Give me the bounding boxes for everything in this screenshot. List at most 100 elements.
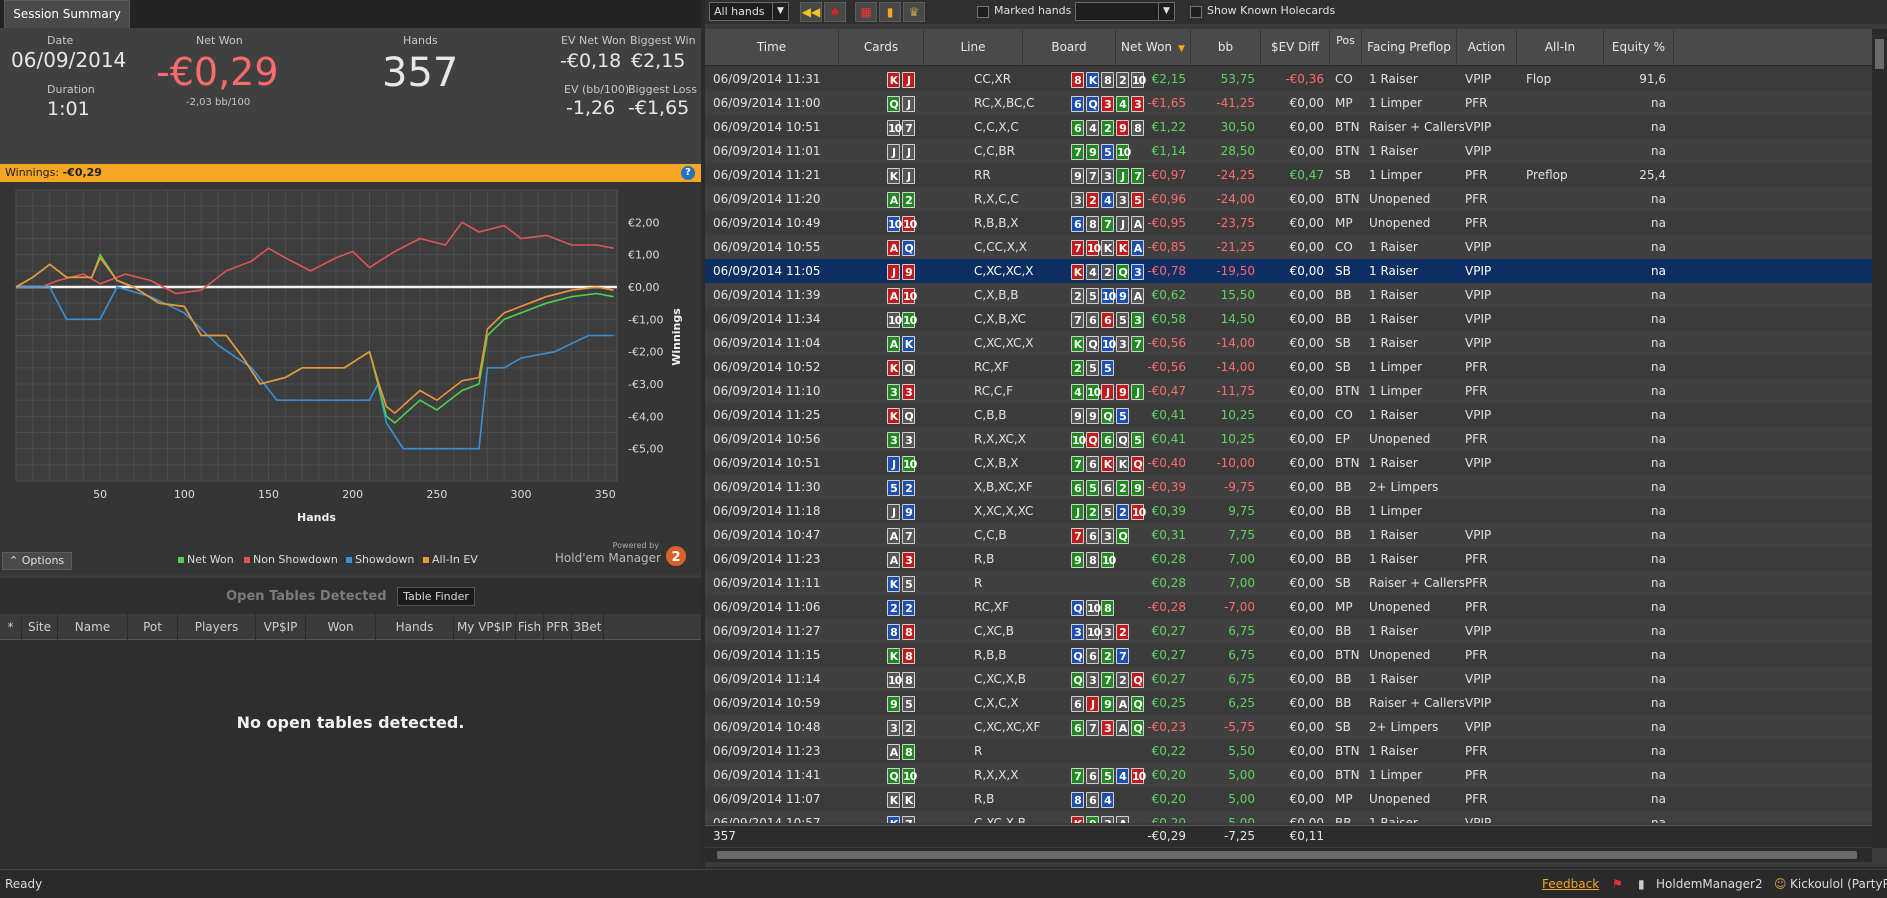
table-row[interactable]: 06/09/2014 10:51 C,C,X,C €1,22 30,50 €0,00 BT… <box>705 115 1872 139</box>
col-bb[interactable]: bb <box>1191 29 1261 66</box>
help-icon[interactable]: ? <box>681 166 695 180</box>
playing-card: J <box>1101 383 1114 400</box>
cell-net: €0,20 <box>1151 768 1186 782</box>
table-row[interactable]: 06/09/2014 11:05 C,XC,XC,X -€0,78 -19,50 €0,… <box>705 259 1872 283</box>
ot-col-players[interactable]: Players <box>178 614 256 640</box>
col-cards[interactable]: Cards <box>839 29 924 66</box>
scroll-thumb[interactable] <box>717 851 1857 859</box>
table-row[interactable]: 06/09/2014 11:27 C,XC,B €0,27 6,75 €0,00 BB 1 … <box>705 619 1872 643</box>
table-row[interactable]: 06/09/2014 10:47 C,C,B €0,31 7,75 €0,00 BB 1 R… <box>705 523 1872 547</box>
playing-card: Q <box>902 407 915 424</box>
ot-col-3bet[interactable]: 3Bet <box>572 614 604 640</box>
col-facing-preflop[interactable]: Facing Preflop <box>1362 29 1457 66</box>
hand-filter-select[interactable]: All hands ▼ <box>709 2 789 21</box>
table-row[interactable]: 06/09/2014 11:10 RC,C,F -€0,47 -11,75 €0,00 B… <box>705 379 1872 403</box>
playing-card: 2 <box>1116 503 1129 520</box>
winnings-chart: 50 100 150 200 250 300 350 €2,00 €1,00 €0,00 -€1,0… <box>0 182 701 574</box>
cell-bb: 14,50 <box>1220 312 1255 326</box>
legend-entry: Net Won <box>187 553 234 566</box>
table-row[interactable]: 06/09/2014 10:55 C,CC,X,X -€0,85 -21,25 €0,0… <box>705 235 1872 259</box>
vertical-scrollbar[interactable] <box>1872 29 1887 848</box>
cell-action: PFR <box>1465 360 1488 374</box>
marked-hands-checkbox[interactable] <box>977 6 989 18</box>
col-netwon[interactable]: Net Won ▼ <box>1116 29 1191 66</box>
table-row[interactable]: 06/09/2014 10:57 C,XC,X,B €0,20 5,00 €0,00 BB… <box>705 811 1872 823</box>
table-row[interactable]: 06/09/2014 11:00 RC,X,BC,C -€1,65 -41,25 €0,… <box>705 91 1872 115</box>
table-row[interactable]: 06/09/2014 11:23 R,B €0,28 7,00 €0,00 BB 1 Rai… <box>705 547 1872 571</box>
playing-card: 3 <box>902 431 915 448</box>
table-row[interactable]: 06/09/2014 11:30 X,B,XC,XF -€0,39 -9,75 €0,0… <box>705 475 1872 499</box>
table-row[interactable]: 06/09/2014 11:04 C,XC,XC,X -€0,56 -14,00 €0,… <box>705 331 1872 355</box>
ot-col-won[interactable]: Won <box>306 614 376 640</box>
table-row[interactable]: 06/09/2014 10:52 RC,XF -€0,56 -14,00 €0,00 SB… <box>705 355 1872 379</box>
cell-allin <box>1526 715 1602 739</box>
playing-card: 10 <box>902 215 917 232</box>
cell-time: 06/09/2014 11:00 <box>713 96 821 110</box>
table-row[interactable]: 06/09/2014 11:20 R,X,C,C -€0,96 -24,00 €0,00… <box>705 187 1872 211</box>
ot-col-star[interactable]: * <box>0 614 22 640</box>
col-equity[interactable]: Equity % <box>1604 29 1674 66</box>
cell-time: 06/09/2014 11:01 <box>713 144 821 158</box>
table-row[interactable]: 06/09/2014 11:34 C,X,B,XC €0,58 14,50 €0,00 B… <box>705 307 1872 331</box>
cell-equity: na <box>1651 336 1666 350</box>
scroll-thumb[interactable] <box>1875 39 1884 69</box>
playing-card: 3 <box>1116 191 1129 208</box>
col-line[interactable]: Line <box>924 29 1023 66</box>
options-button[interactable]: ⌃ Options <box>2 552 72 570</box>
col-board[interactable]: Board <box>1023 29 1116 66</box>
ot-col-fish[interactable]: Fish <box>516 614 544 640</box>
col-ev-diff[interactable]: $EV Diff <box>1261 29 1330 66</box>
table-row[interactable]: 06/09/2014 11:07 R,B €0,20 5,00 €0,00 MP Unope… <box>705 787 1872 811</box>
table-row[interactable]: 06/09/2014 11:23 R €0,22 5,50 €0,00 BTN 1 Rais… <box>705 739 1872 763</box>
col-action[interactable]: Action <box>1457 29 1517 66</box>
show-known-checkbox[interactable] <box>1190 6 1202 18</box>
cell-action: PFR <box>1465 744 1488 758</box>
table-row[interactable]: 06/09/2014 10:59 C,X,C,X €0,25 6,25 €0,00 BB R… <box>705 691 1872 715</box>
col-pos[interactable]: Pos <box>1330 29 1362 66</box>
table-row[interactable]: 06/09/2014 11:06 RC,XF -€0,28 -7,00 €0,00 MP U… <box>705 595 1872 619</box>
cell-action: VPIP <box>1465 408 1492 422</box>
ot-col-pot[interactable]: Pot <box>128 614 178 640</box>
cell-pos: SB <box>1335 168 1351 182</box>
ot-col-vpip[interactable]: VP$IP <box>256 614 306 640</box>
table-row[interactable]: 06/09/2014 11:39 C,X,B,B €0,62 15,50 €0,00 BB… <box>705 283 1872 307</box>
trophy-icon[interactable]: ♛ <box>903 2 925 22</box>
table-row[interactable]: 06/09/2014 11:14 C,XC,X,B €0,27 6,75 €0,00 BB… <box>705 667 1872 691</box>
table-row[interactable]: 06/09/2014 11:41 R,X,X,X €0,20 5,00 €0,00 BTN… <box>705 763 1872 787</box>
horizontal-scrollbar[interactable] <box>705 848 1872 862</box>
col-allin[interactable]: All-In <box>1517 29 1604 66</box>
table-row[interactable]: 06/09/2014 11:21 RR -€0,97 -24,25 €0,47 SB 1 L… <box>705 163 1872 187</box>
playing-card: 10 <box>1086 599 1101 616</box>
ot-col-pfr[interactable]: PFR <box>544 614 572 640</box>
table-row[interactable]: 06/09/2014 11:01 C,C,BR €1,14 28,50 €0,00 BTN… <box>705 139 1872 163</box>
y-axis-label: Winnings <box>670 308 683 366</box>
tab-session-summary[interactable]: Session Summary <box>4 0 130 28</box>
playing-card: A <box>887 551 900 568</box>
table-row[interactable]: 06/09/2014 10:51 C,X,B,X -€0,40 -10,00 €0,00… <box>705 451 1872 475</box>
feedback-link[interactable]: Feedback <box>1542 877 1600 891</box>
bar-chart-icon[interactable]: ▮ <box>879 2 901 22</box>
app-name[interactable]: HoldemManager2 <box>1656 877 1763 891</box>
table-row[interactable]: 06/09/2014 11:11 R €0,28 7,00 €0,00 SB Raiser … <box>705 571 1872 595</box>
ot-col-my-vpip[interactable]: My VP$IP <box>454 614 516 640</box>
table-row[interactable]: 06/09/2014 10:56 R,X,XC,X €0,41 10,25 €0,00 E… <box>705 427 1872 451</box>
table-row[interactable]: 06/09/2014 11:15 R,B,B €0,27 6,75 €0,00 BTN Un… <box>705 643 1872 667</box>
user-name[interactable]: Kickoulol (PartyPo <box>1790 877 1887 891</box>
table-row[interactable]: 06/09/2014 11:25 C,B,B €0,41 10,25 €0,00 CO 1 … <box>705 403 1872 427</box>
table-row[interactable]: 06/09/2014 10:48 C,XC,XC,XF -€0,23 -5,75 €0,… <box>705 715 1872 739</box>
ot-col-name[interactable]: Name <box>58 614 128 640</box>
marked-hands-select[interactable]: ▼ <box>1075 2 1175 21</box>
flag-icon[interactable]: ⚑ <box>1612 877 1623 891</box>
table-row[interactable]: 06/09/2014 11:18 X,XC,X,XC €0,39 9,75 €0,00 B… <box>705 499 1872 523</box>
grid-view-icon[interactable]: ▦ <box>855 2 877 22</box>
cards-icon[interactable]: ♠ <box>824 2 846 22</box>
ot-col-site[interactable]: Site <box>22 614 58 640</box>
playing-card: 5 <box>1101 767 1114 784</box>
table-row[interactable]: 06/09/2014 10:49 R,B,B,X -€0,95 -23,75 €0,00… <box>705 211 1872 235</box>
ot-col-hands[interactable]: Hands <box>376 614 454 640</box>
rewind-icon[interactable]: ◀◀ <box>800 2 822 22</box>
col-time[interactable]: Time <box>705 29 839 66</box>
cell-pos: MP <box>1335 792 1353 806</box>
table-finder-button[interactable]: Table Finder <box>397 587 475 606</box>
table-row[interactable]: 06/09/2014 11:31 CC,XR €2,15 53,75 -€0,36 CO 1… <box>705 67 1872 91</box>
